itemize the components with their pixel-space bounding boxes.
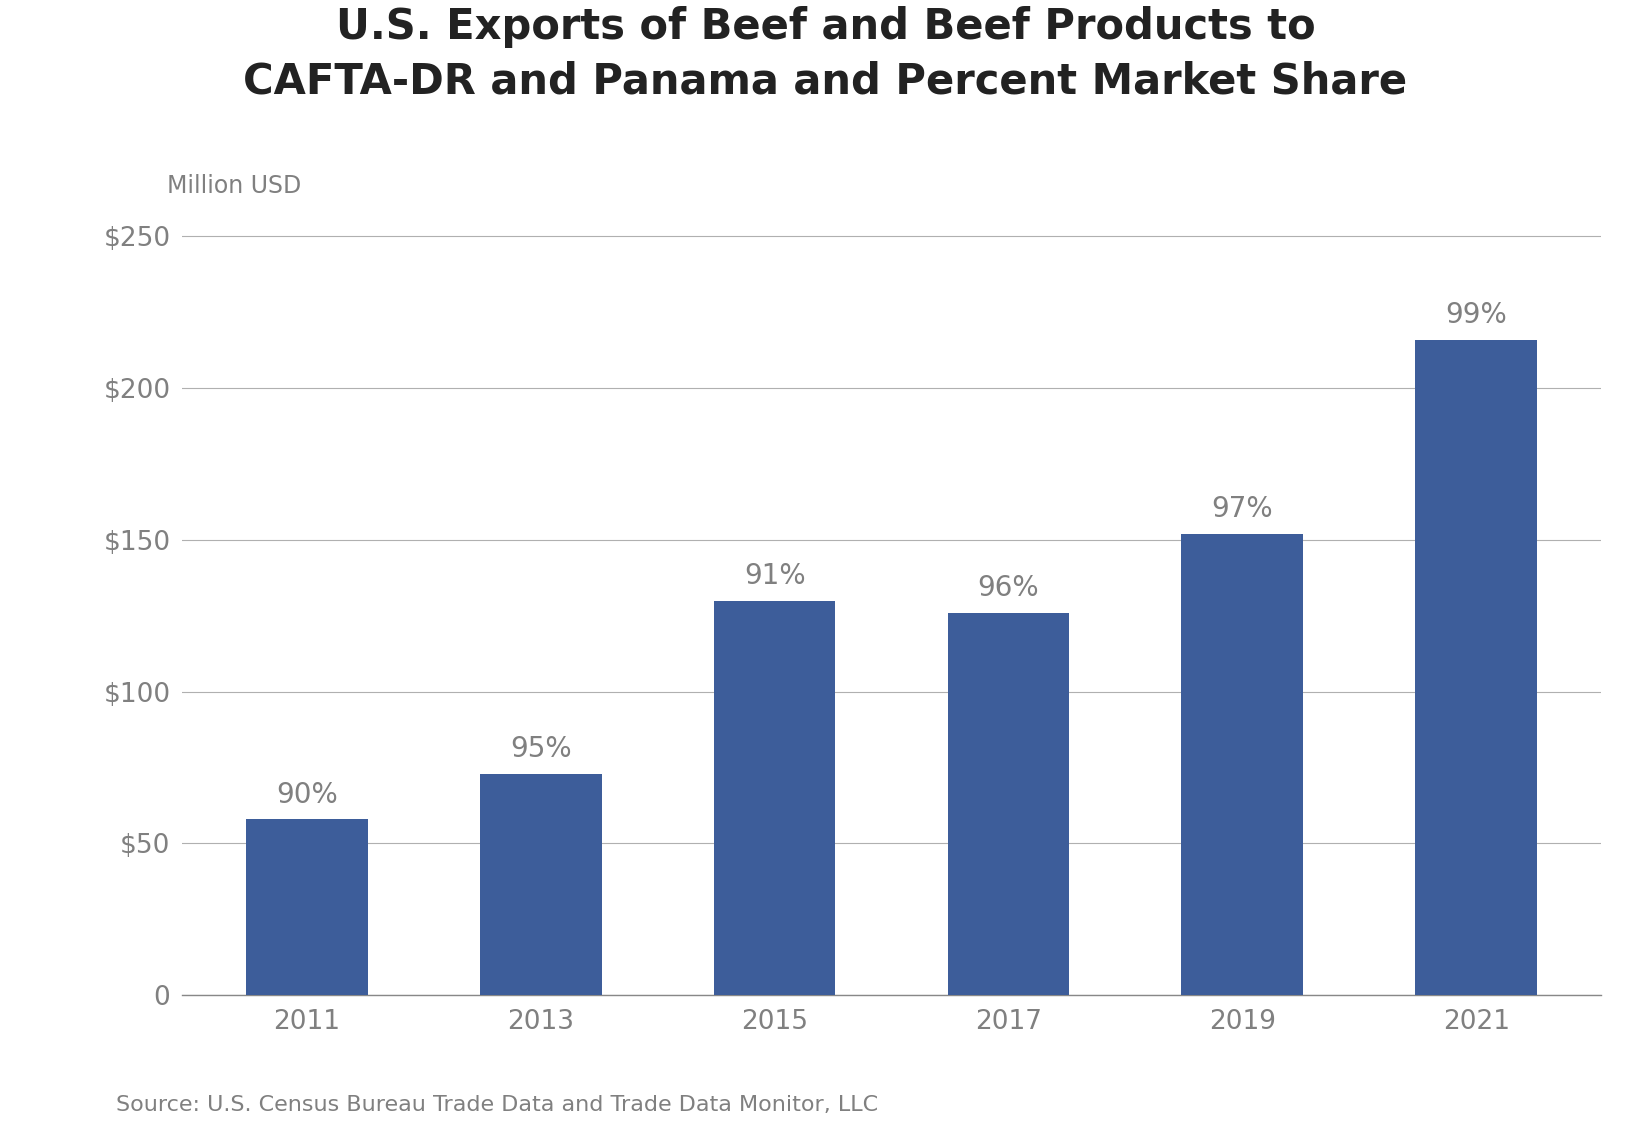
Bar (480, 773, 601, 995)
Text: Million USD: Million USD (167, 174, 302, 198)
Text: Source: U.S. Census Bureau Trade Data and Trade Data Monitor, LLC: Source: U.S. Census Bureau Trade Data an… (116, 1096, 878, 1115)
Text: 91%: 91% (745, 562, 806, 590)
Text: 95%: 95% (510, 736, 571, 763)
Text: U.S. Exports of Beef and Beef Products to
CAFTA-DR and Panama and Percent Market: U.S. Exports of Beef and Beef Products t… (243, 6, 1408, 103)
Text: 96%: 96% (977, 574, 1038, 602)
Bar (1415, 340, 1537, 995)
Text: 90%: 90% (276, 780, 338, 809)
Bar (948, 613, 1070, 995)
Bar (713, 601, 835, 995)
Text: 99%: 99% (1445, 301, 1507, 328)
Bar (1182, 534, 1303, 995)
Bar (246, 819, 368, 995)
Text: 97%: 97% (1212, 495, 1273, 523)
